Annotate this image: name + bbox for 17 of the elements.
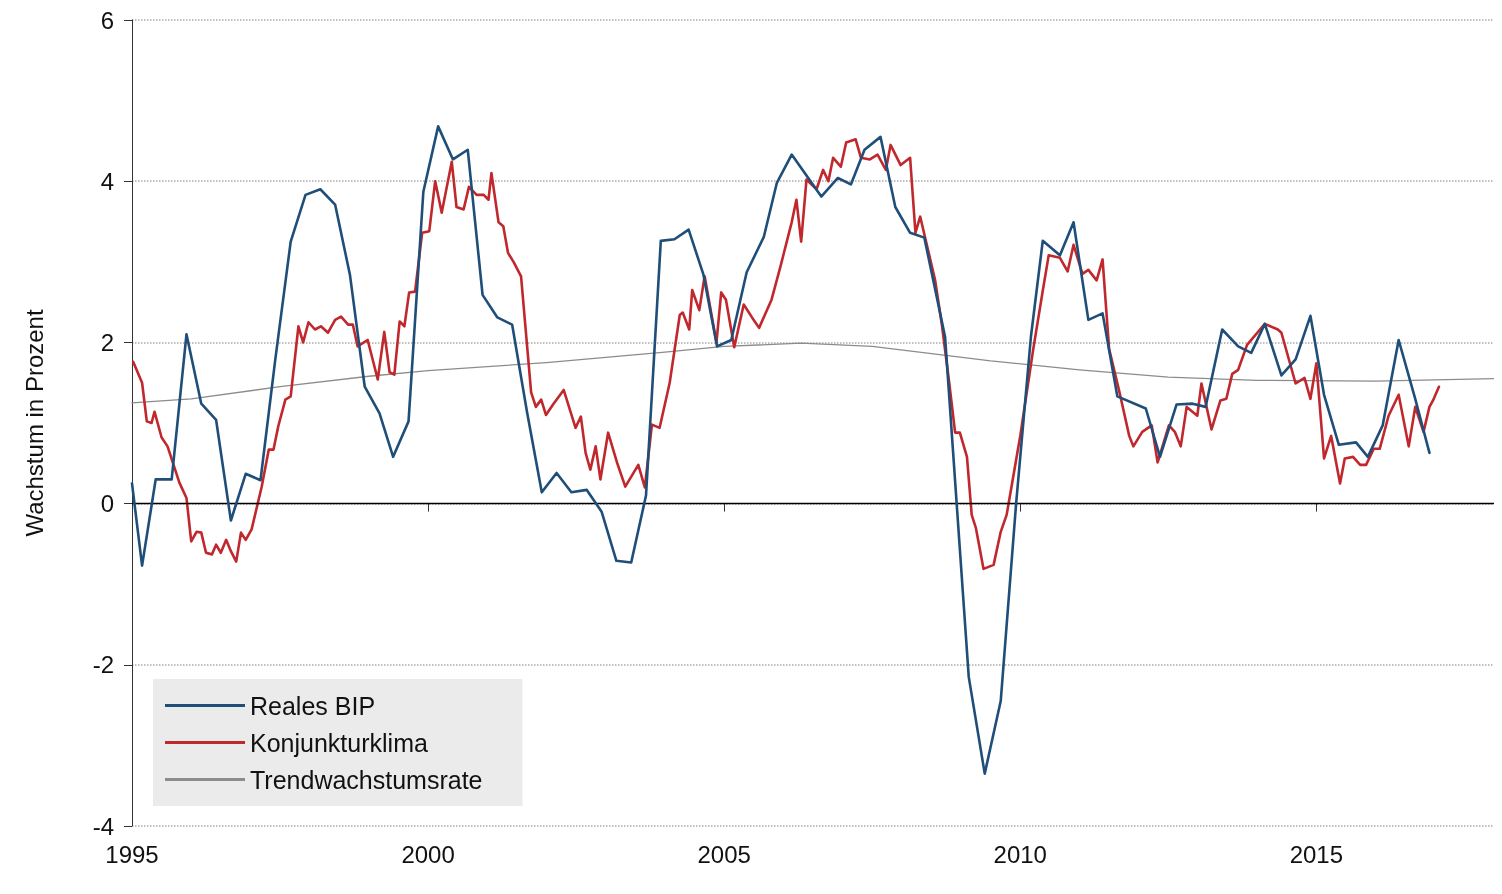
y-tick-label: 2 xyxy=(100,328,114,356)
x-tick-label: 1995 xyxy=(105,840,159,868)
legend-label: Reales BIP xyxy=(250,691,376,720)
legend-label: Konjunkturklima xyxy=(250,728,428,757)
x-tick-label: 2010 xyxy=(993,840,1047,868)
x-tick-label: 2000 xyxy=(401,840,455,868)
y-tick-label: -2 xyxy=(92,651,114,679)
x-tick-label: 2015 xyxy=(1289,840,1344,868)
y-axis-title: Wachstum in Prozent xyxy=(20,309,48,537)
x-tick-label: 2005 xyxy=(697,840,751,868)
line-series xyxy=(131,137,1441,571)
y-tick-label: 0 xyxy=(100,490,114,518)
y-tick-label: 4 xyxy=(100,167,114,195)
y-tick-label: -4 xyxy=(92,812,114,840)
line-series xyxy=(131,342,1494,404)
y-tick-label: 6 xyxy=(100,6,114,34)
legend-label: Trendwachstumsrate xyxy=(250,765,483,794)
